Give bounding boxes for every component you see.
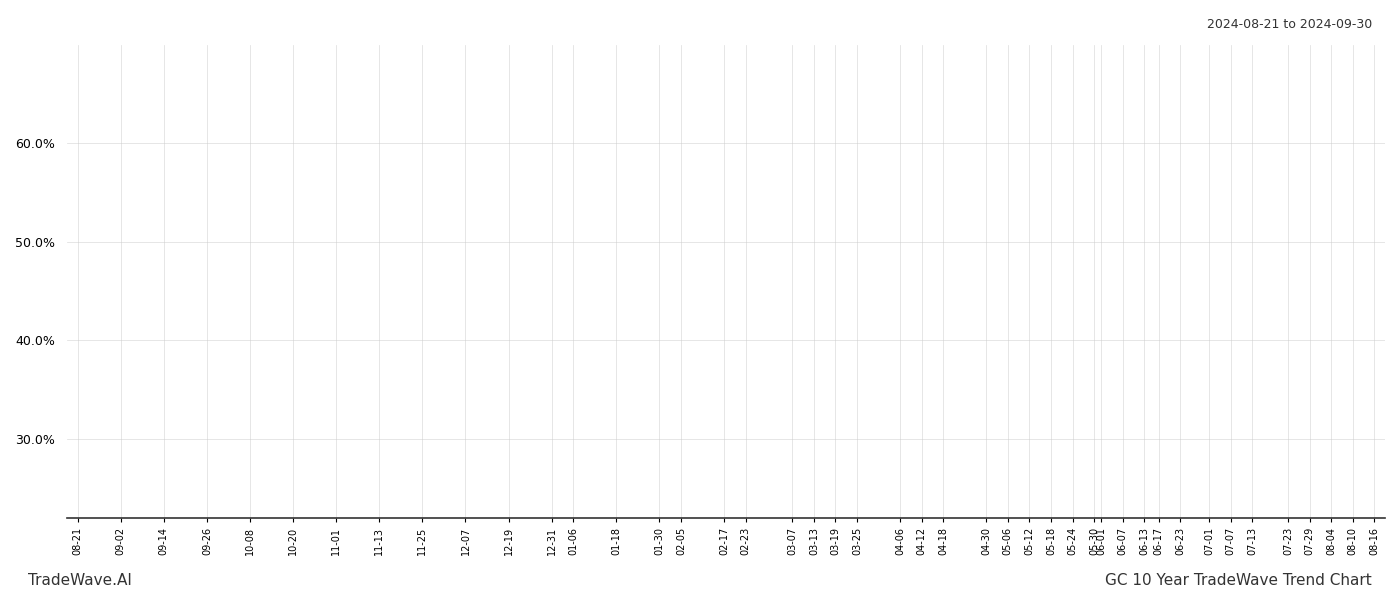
Text: GC 10 Year TradeWave Trend Chart: GC 10 Year TradeWave Trend Chart — [1105, 573, 1372, 588]
Text: 2024-08-21 to 2024-09-30: 2024-08-21 to 2024-09-30 — [1207, 18, 1372, 31]
Bar — [1392, 45, 1400, 518]
Text: TradeWave.AI: TradeWave.AI — [28, 573, 132, 588]
